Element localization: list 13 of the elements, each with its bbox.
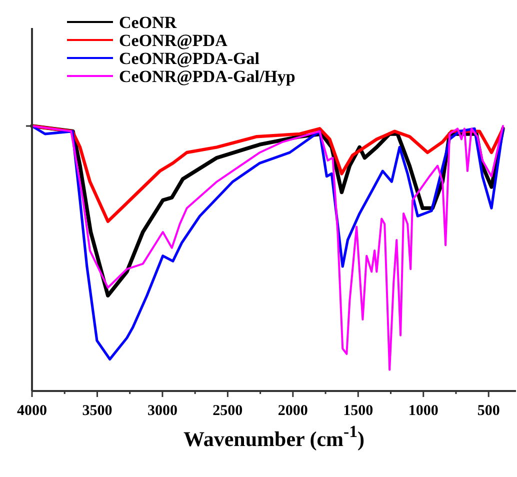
x-tick-label: 3500 <box>82 403 112 419</box>
x-tick-label: 1000 <box>408 403 438 419</box>
x-tick-label: 4000 <box>17 403 47 419</box>
legend-label: CeONR <box>119 13 178 32</box>
x-tick-label: 500 <box>477 403 500 419</box>
legend-label: CeONR@PDA-Gal <box>119 49 260 68</box>
x-axis-title: Wavenumber (cm$^{-1}$) <box>184 422 364 451</box>
legend-label: CeONR@PDA-Gal/Hyp <box>119 67 296 86</box>
x-tick-label: 2000 <box>278 403 308 419</box>
x-tick-label: 1500 <box>343 403 374 419</box>
legend-label: CeONR@PDA <box>119 31 228 50</box>
x-tick-label: 2500 <box>212 403 243 419</box>
x-tick-label: 3000 <box>147 403 178 419</box>
